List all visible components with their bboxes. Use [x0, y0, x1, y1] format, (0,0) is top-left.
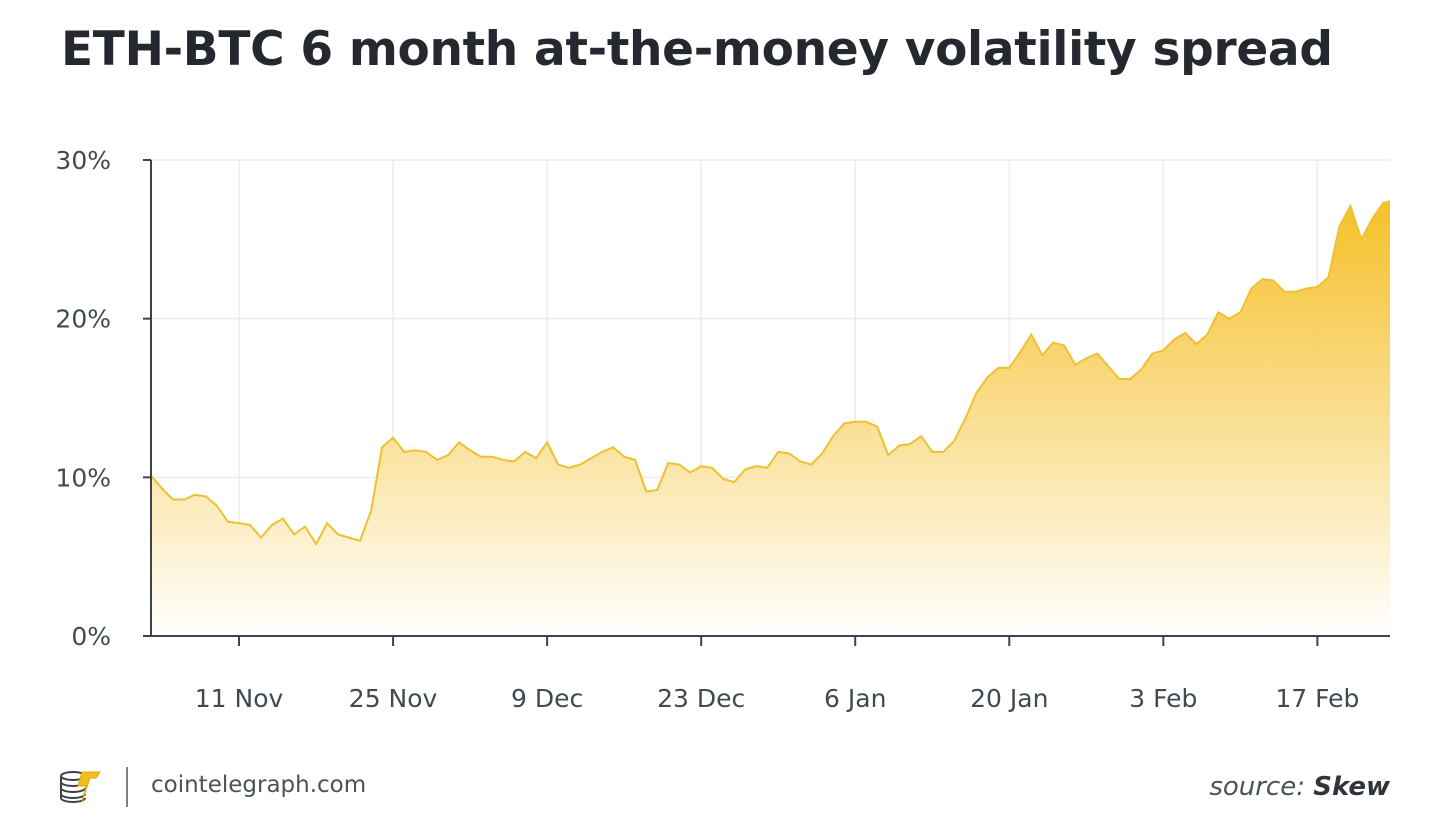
source-prefix: source:	[1209, 772, 1305, 802]
x-tick-label-3: 23 Dec	[657, 684, 745, 713]
series-line	[150, 200, 1391, 546]
y-tick-label-3: 30%	[55, 146, 111, 175]
cointelegraph-logo-icon	[60, 771, 101, 804]
x-tick-label-2: 9 Dec	[511, 684, 583, 713]
x-tick-label-5: 20 Jan	[970, 684, 1048, 713]
y-axis-ticks: 0% 10% 20% 30%	[55, 146, 151, 651]
series-area	[151, 201, 1390, 637]
source-name: Skew	[1313, 772, 1390, 802]
y-tick-label-0: 0%	[71, 622, 111, 651]
x-tick-label-7: 17 Feb	[1275, 684, 1359, 713]
x-axis-ticks: 11 Nov 25 Nov 9 Dec 23 Dec 6 Jan 20 Jan 3 Feb 1…	[195, 636, 1359, 713]
footer-divider	[126, 767, 128, 807]
chart-title: ETH-BTC 6 month at-the-money volatility …	[61, 22, 1333, 77]
y-tick-label-1: 10%	[55, 463, 111, 492]
source-credit: source: Skew	[1209, 772, 1390, 802]
footer-domain-link[interactable]: cointelegraph.com	[151, 772, 367, 798]
chart-axes	[150, 160, 1390, 637]
x-tick-label-4: 6 Jan	[824, 684, 886, 713]
y-tick-label-2: 20%	[55, 305, 111, 334]
x-tick-label-1: 25 Nov	[349, 684, 438, 713]
x-tick-label-6: 3 Feb	[1129, 684, 1197, 713]
x-tick-label-0: 11 Nov	[195, 684, 284, 713]
